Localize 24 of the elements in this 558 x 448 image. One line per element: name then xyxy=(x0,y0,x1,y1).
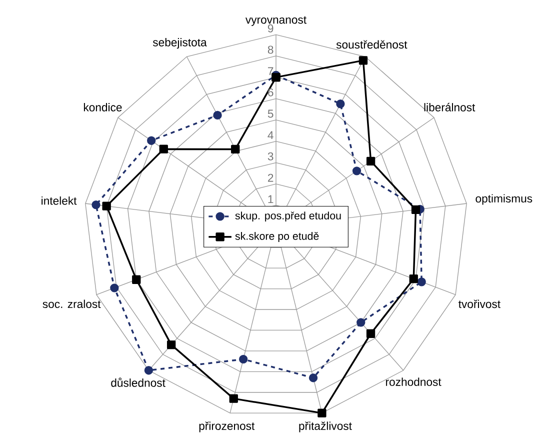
y-tick-label: 7 xyxy=(268,67,274,76)
spoke-label: přirozenost xyxy=(199,422,255,432)
spoke-label: intelekt xyxy=(42,196,77,205)
spoke-label: liberálnost xyxy=(424,102,476,112)
y-tick-label: 2 xyxy=(268,174,274,182)
spoke-label: rozhodnost xyxy=(386,378,442,386)
spoke-label: sebejistota xyxy=(152,38,207,49)
y-tick-label: 5 xyxy=(268,110,274,118)
spoke-label: vyrovnanost xyxy=(245,16,306,26)
spoke-label: tvořivost xyxy=(458,300,500,308)
spoke-label: soustředěnost xyxy=(336,40,408,49)
spoke-label: optimismus xyxy=(476,194,532,205)
spoke-label: kondice xyxy=(84,103,122,112)
y-tick-label: 6 xyxy=(268,88,274,96)
spoke-label: důslednost xyxy=(111,378,166,387)
y-tick-label: 9 xyxy=(268,24,274,32)
legend-label: skup. pos.před etudou xyxy=(235,212,341,222)
spoke-label: přitažlivost xyxy=(299,422,352,432)
y-tick-label: 8 xyxy=(268,46,274,54)
legend-label: sk.skore po etudě xyxy=(235,232,319,242)
y-tick-label: 1 xyxy=(268,195,274,204)
y-tick-label: 3 xyxy=(268,152,274,160)
spoke-label: soc. zralost xyxy=(42,300,101,308)
y-tick-label: 4 xyxy=(268,131,274,140)
